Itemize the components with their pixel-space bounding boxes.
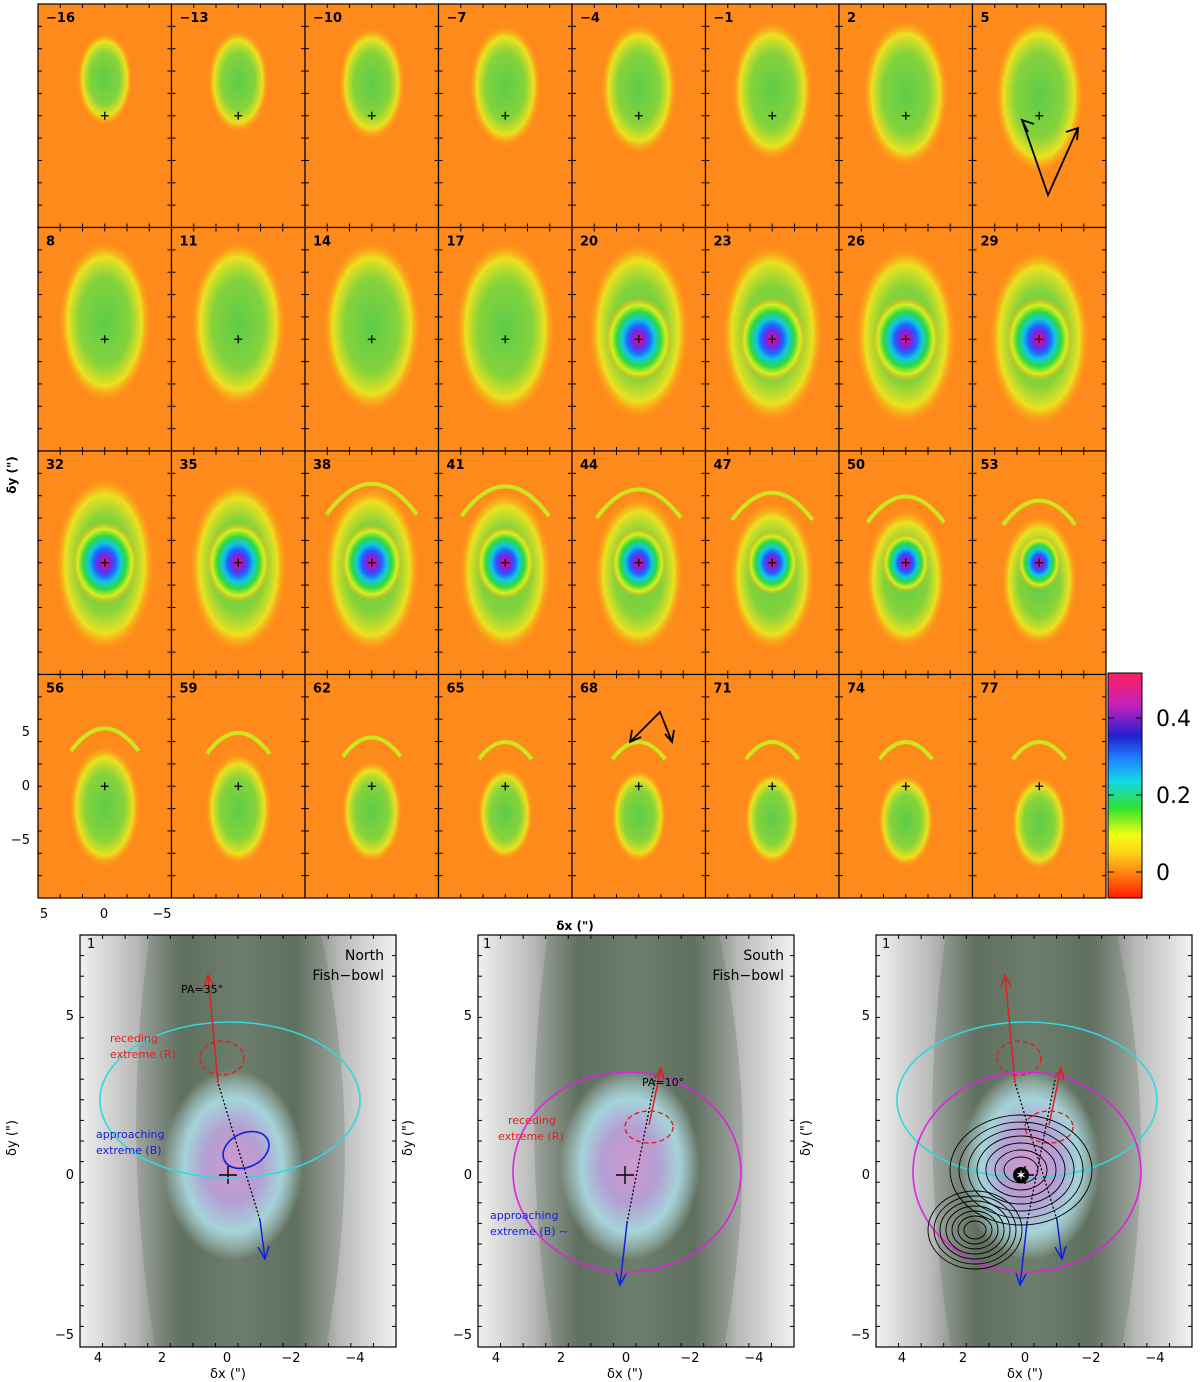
channel-panel: 38 <box>304 450 440 676</box>
colorbar-ticks <box>1108 717 1142 873</box>
grid-x-tick-label: −5 <box>152 907 171 922</box>
channel-velocity-label: 2 <box>847 11 856 26</box>
channel-velocity-label: −4 <box>580 11 600 26</box>
fishbowl-panel <box>477 934 795 1348</box>
channel-panel: −16 <box>37 3 173 229</box>
channel-velocity-label: 50 <box>847 458 865 473</box>
colorbar-tick-label: 0.4 <box>1156 707 1191 732</box>
channel-panel: 62 <box>304 673 440 899</box>
grid-x-tick-label: 0 <box>100 907 108 922</box>
channel-panel: 32 <box>37 450 173 676</box>
channel-panel: 59 <box>170 673 306 899</box>
contour-overlay <box>927 1114 1093 1270</box>
colorbar-gradient <box>1107 672 1143 899</box>
channel-velocity-label: 8 <box>46 235 55 250</box>
channel-velocity-label: 23 <box>714 235 732 250</box>
channel-map-grid: −16 −13 −10 −7 −4 −1 2 5 8 11 14 17 20 23 26 29 32 35 38 41… <box>37 3 1107 899</box>
channel-panel: 29 <box>971 226 1107 452</box>
channel-panel: 56 <box>37 673 173 899</box>
channel-velocity-label: 77 <box>981 682 999 697</box>
channel-velocity-label: 38 <box>313 458 331 473</box>
grid-y-tick-label: −5 <box>11 833 30 848</box>
channel-panel: −1 <box>704 3 840 229</box>
fishbowl-panel: ✶ <box>875 934 1193 1348</box>
north-fishbowl-ellipse <box>99 1021 361 1179</box>
channel-velocity-label: 59 <box>180 682 198 697</box>
channel-velocity-label: −13 <box>180 11 209 26</box>
channel-panel: 11 <box>170 226 306 452</box>
channel-velocity-label: 11 <box>180 235 198 250</box>
colorbar-tick-label: 0 <box>1156 861 1170 886</box>
channel-panel: 41 <box>437 450 573 676</box>
channel-panel: −4 <box>571 3 707 229</box>
channel-velocity-label: 29 <box>981 235 999 250</box>
channel-panel: 35 <box>170 450 306 676</box>
channel-velocity-label: −10 <box>313 11 342 26</box>
channel-velocity-label: 5 <box>981 11 990 26</box>
channel-velocity-label: 32 <box>46 458 64 473</box>
grid-y-axis-label: δy (") <box>5 456 19 493</box>
channel-velocity-label: −1 <box>714 11 734 26</box>
channel-velocity-label: 56 <box>46 682 64 697</box>
channel-velocity-label: 14 <box>313 235 331 250</box>
channel-panel: 26 <box>838 226 974 452</box>
channel-velocity-label: 65 <box>447 682 465 697</box>
channel-velocity-label: 71 <box>714 682 732 697</box>
channel-panel: −13 <box>170 3 306 229</box>
channel-arrows <box>628 118 1080 745</box>
channel-panel: −10 <box>304 3 440 229</box>
grid-x-tick-label: 5 <box>40 907 48 922</box>
channel-panel: 20 <box>571 226 707 452</box>
channel-panel: 17 <box>437 226 573 452</box>
channel-velocity-label: 47 <box>714 458 732 473</box>
channel-panel: 50 <box>838 450 974 676</box>
channel-velocity-label: −16 <box>46 11 75 26</box>
channel-panel: −7 <box>437 3 573 229</box>
colorbar: 0.4 0.2 0 <box>1107 672 1191 899</box>
grid-y-tick-label: 0 <box>22 779 30 794</box>
channel-velocity-label: 53 <box>981 458 999 473</box>
channel-panel: 53 <box>971 450 1107 676</box>
channel-velocity-label: 20 <box>580 235 598 250</box>
channel-velocity-label: 26 <box>847 235 865 250</box>
channel-velocity-label: 68 <box>580 682 598 697</box>
channel-panel: 44 <box>571 450 707 676</box>
bottom-panels: ✶ <box>79 934 1193 1348</box>
channel-velocity-label: 74 <box>847 682 865 697</box>
star-icon: ✶ <box>1015 1168 1027 1184</box>
grid-y-tick-label: 5 <box>22 725 30 740</box>
channel-panel: 2 <box>838 3 974 229</box>
channel-panel: 71 <box>704 673 840 899</box>
channel-panel: 8 <box>37 226 173 452</box>
grid-x-axis-label: δx (") <box>556 919 593 933</box>
channel-velocity-label: 62 <box>313 682 331 697</box>
channel-panel: 68 <box>571 673 707 899</box>
channel-panel: 65 <box>437 673 573 899</box>
channel-panel: 14 <box>304 226 440 452</box>
fishbowl-panel <box>79 934 397 1348</box>
channel-velocity-label: 41 <box>447 458 465 473</box>
channel-velocity-label: 35 <box>180 458 198 473</box>
channel-velocity-label: 44 <box>580 458 598 473</box>
channel-panel: 23 <box>704 226 840 452</box>
south-fishbowl-ellipse <box>912 1071 1142 1273</box>
channel-velocity-label: 17 <box>447 235 465 250</box>
channel-panel: 47 <box>704 450 840 676</box>
channel-panel: 5 <box>971 3 1107 229</box>
south-fishbowl-ellipse <box>512 1071 742 1273</box>
colorbar-tick-label: 0.2 <box>1156 784 1191 809</box>
channel-panel: 74 <box>838 673 974 899</box>
channel-panel: 77 <box>971 673 1107 899</box>
channel-velocity-label: −7 <box>447 11 467 26</box>
